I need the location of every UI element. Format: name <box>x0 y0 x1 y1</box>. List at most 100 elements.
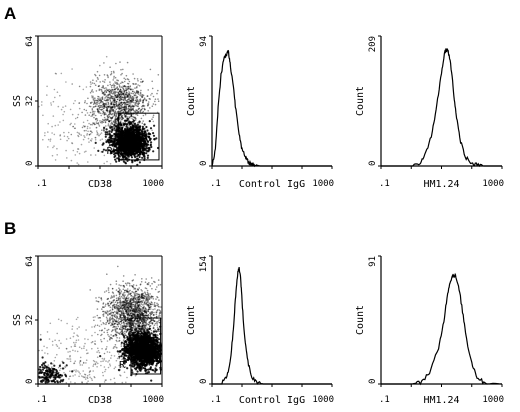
scatter-event <box>127 109 130 112</box>
scatter-event <box>125 137 127 140</box>
scatter-event <box>132 148 135 151</box>
scatter-event <box>110 121 113 124</box>
scatter-event <box>87 130 89 133</box>
scatter-event <box>107 149 111 152</box>
scatter-event <box>112 129 114 132</box>
scatter-event <box>115 294 118 297</box>
scatter-event <box>112 121 115 123</box>
scatter-event <box>123 108 126 111</box>
scatter-event <box>123 113 126 116</box>
scatter-xtick-label: .1 <box>36 395 47 405</box>
scatter-event <box>64 105 67 107</box>
scatter-event <box>121 127 124 129</box>
scatter-event <box>103 113 105 116</box>
scatter-event <box>151 129 153 132</box>
scatter-event <box>143 97 146 99</box>
scatter-event <box>105 55 108 58</box>
scatter-event <box>145 350 148 353</box>
scatter-event <box>94 84 97 86</box>
scatter-event <box>56 147 58 150</box>
scatter-event <box>141 156 144 159</box>
scatter-event <box>94 110 96 113</box>
scatter-event <box>44 134 46 137</box>
scatter-event <box>110 117 113 120</box>
scatter-event <box>90 140 93 142</box>
scatter-event <box>113 91 115 94</box>
scatter-event <box>127 348 130 351</box>
scatter-event <box>135 352 139 355</box>
scatter-event <box>100 132 103 134</box>
scatter-event <box>120 92 122 95</box>
scatter-ylabel: SS <box>12 314 23 326</box>
scatter-event <box>157 100 160 102</box>
scatter-event <box>143 148 146 151</box>
scatter-event <box>157 89 159 92</box>
scatter-event <box>146 95 149 97</box>
scatter-event <box>122 110 125 113</box>
scatter-event <box>107 103 110 106</box>
scatter-event <box>123 97 126 99</box>
scatter-event <box>101 86 103 89</box>
scatter-event <box>129 125 132 128</box>
scatter-event <box>133 94 136 97</box>
scatter-event <box>98 296 100 299</box>
scatter-event <box>96 70 99 73</box>
scatter-event <box>135 136 138 139</box>
scatter-event <box>130 92 133 95</box>
scatter-event <box>95 90 98 92</box>
scatter-event <box>144 364 147 367</box>
scatter-event <box>109 110 111 112</box>
scatter-event <box>107 289 110 291</box>
scatter-event <box>134 110 137 113</box>
scatter-event <box>138 155 141 159</box>
scatter-event <box>137 93 140 95</box>
scatter-event <box>124 93 127 95</box>
scatter-event <box>127 133 130 135</box>
scatter-event <box>94 154 97 156</box>
scatter-event <box>107 123 110 125</box>
scatter-event <box>66 135 69 138</box>
scatter-event <box>92 79 94 81</box>
scatter-event <box>111 127 114 129</box>
scatter-event <box>98 134 100 137</box>
scatter-event <box>135 139 138 142</box>
scatter-event <box>127 101 130 103</box>
scatter-event <box>128 94 130 96</box>
scatter-event <box>118 97 120 99</box>
scatter-event <box>94 139 97 141</box>
scatter-event <box>105 125 107 127</box>
scatter-event <box>149 107 151 109</box>
scatter-event <box>65 81 67 83</box>
scatter-ylabel: SS <box>12 95 23 107</box>
scatter-event <box>149 143 152 146</box>
scatter-event <box>86 112 89 114</box>
scatter-event <box>78 152 81 155</box>
scatter-event <box>126 137 129 140</box>
scatter-event <box>54 72 57 75</box>
scatter-event <box>99 120 101 122</box>
scatter-event <box>114 344 117 346</box>
scatter-event <box>129 95 132 98</box>
scatter-event <box>119 134 122 137</box>
scatter-event <box>72 149 75 152</box>
scatter-event <box>119 111 122 113</box>
scatter-event <box>152 134 156 137</box>
scatter-event <box>132 92 135 95</box>
scatter-event <box>141 149 144 152</box>
scatter-event <box>97 85 100 88</box>
scatter-event <box>136 146 139 149</box>
scatter-event <box>74 100 76 102</box>
scatter-event <box>122 68 124 71</box>
scatter-event <box>47 146 49 148</box>
scatter-event <box>78 85 81 88</box>
scatter-event <box>105 87 107 89</box>
scatter-event <box>93 100 96 103</box>
scatter-event <box>120 82 122 85</box>
scatter-event <box>134 124 138 127</box>
scatter-event <box>47 131 49 133</box>
scatter-event <box>154 103 157 106</box>
scatter-event <box>119 113 122 116</box>
scatter-event <box>96 119 99 122</box>
scatter-event <box>89 130 92 132</box>
